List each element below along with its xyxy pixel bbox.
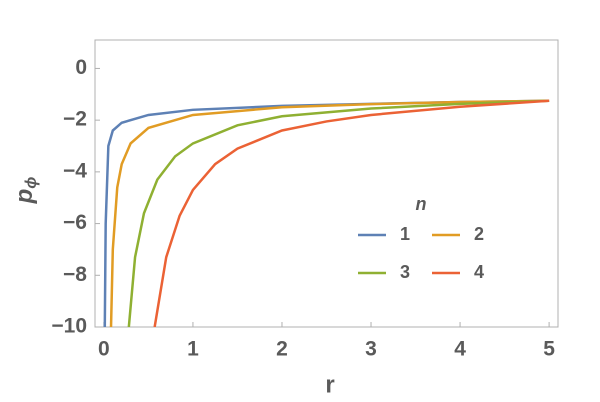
x-tick-label: 4 [454, 338, 466, 361]
y-axis-label-main: p [11, 189, 38, 205]
y-tick-label: −4 [63, 159, 87, 182]
series-line [153, 99, 550, 327]
series-line [103, 99, 550, 327]
series-line [127, 99, 550, 327]
legend-title: n [416, 194, 427, 214]
y-tick-label: 0 [75, 56, 87, 79]
y-tick-label: −8 [63, 263, 87, 286]
legend-label: 3 [400, 262, 410, 282]
legend-label: 2 [474, 224, 484, 244]
y-tick-label: −2 [63, 108, 87, 131]
y-tick-label: −6 [63, 211, 87, 234]
plot-frame [94, 39, 559, 328]
x-tick-label: 5 [543, 338, 555, 361]
legend-label: 1 [400, 224, 410, 244]
x-tick-label: 3 [365, 338, 377, 361]
x-tick-label: 2 [276, 338, 288, 361]
y-axis-label: pϕ [11, 177, 40, 205]
x-tick-label: 0 [98, 338, 110, 361]
x-tick-label: 1 [187, 338, 199, 361]
x-axis-label: r [325, 371, 334, 398]
y-tick-label: −10 [51, 315, 87, 338]
y-axis-label-sub: ϕ [23, 177, 40, 189]
legend-label: 4 [474, 262, 484, 282]
series-line [109, 99, 550, 327]
